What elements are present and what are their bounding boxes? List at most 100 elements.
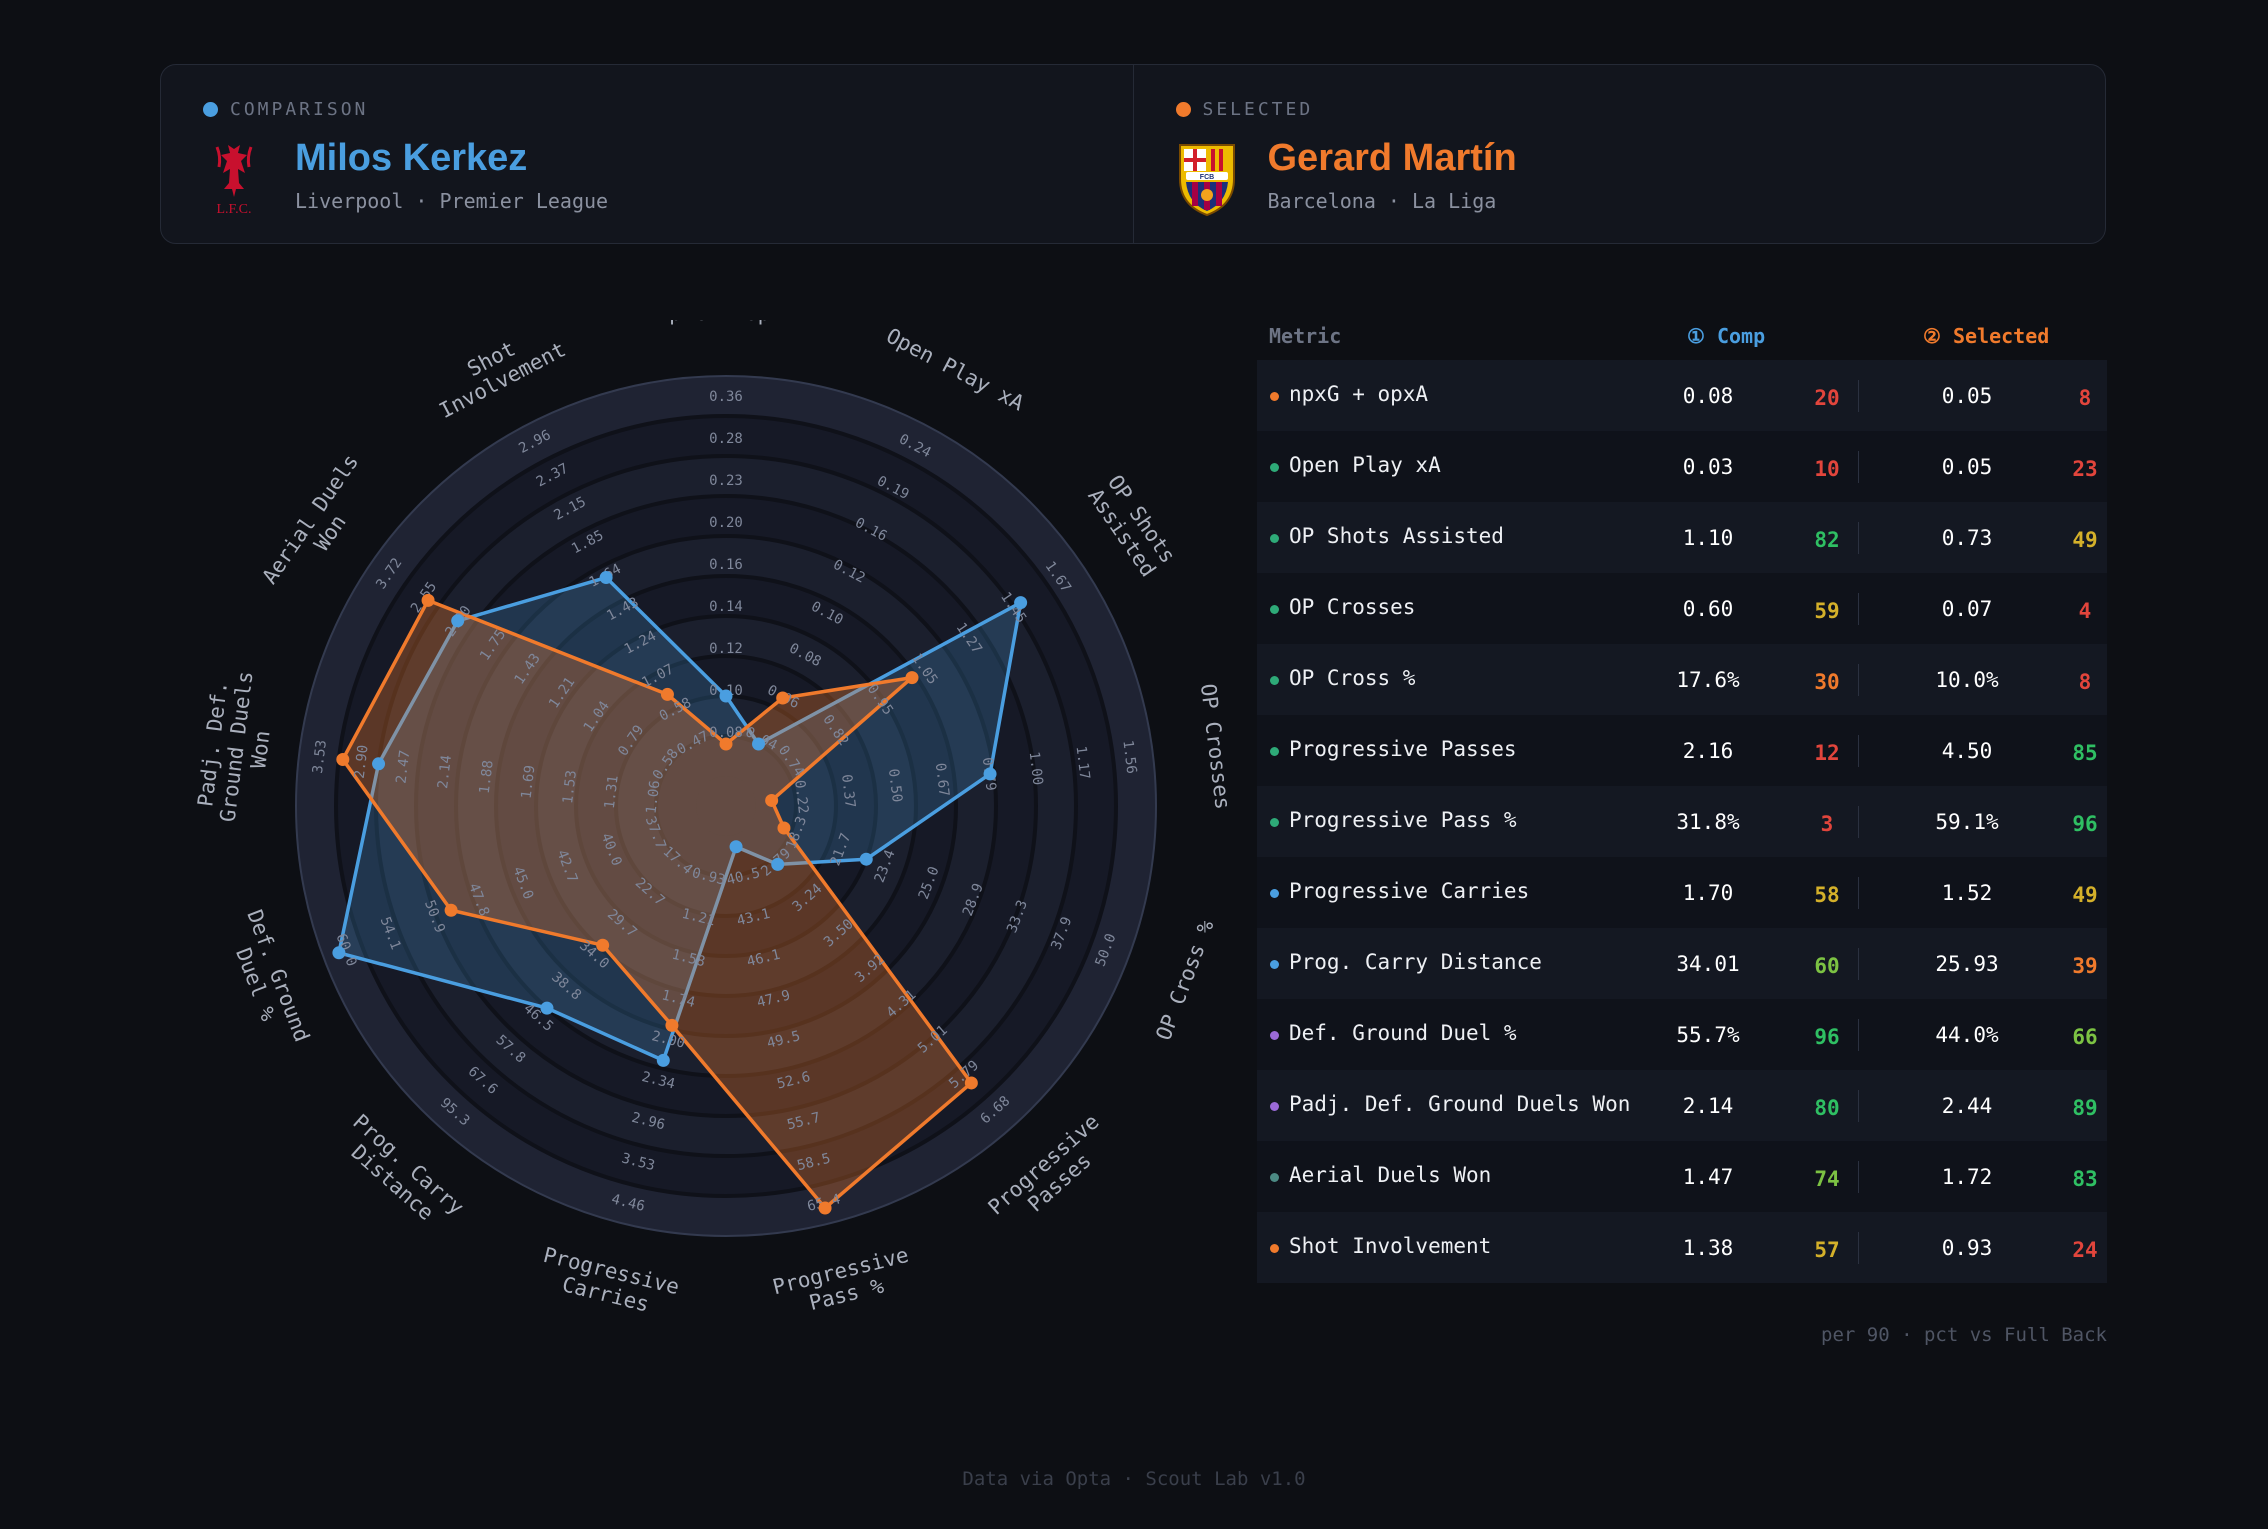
axis-tick-label: 3.53 <box>620 1151 657 1175</box>
comp-percentile: 59 <box>1814 599 1840 623</box>
axis-label: npxG + opxA <box>656 320 795 325</box>
axis-tick-label: 4.46 <box>610 1191 647 1215</box>
axis-tick-label: 49.5 <box>765 1028 802 1052</box>
axis-tick-label: 0.16 <box>709 557 743 573</box>
table-body: npxG + opxA 0.08 20 0.05 8 Open Play xA 0.03 10… <box>1257 360 2107 1283</box>
comparison-series-point <box>372 757 386 771</box>
axis-tick-label: 1.58 <box>670 947 707 971</box>
axis-label-line: OP Crosses <box>1196 682 1235 810</box>
selected-percentile: 89 <box>2072 1096 2098 1120</box>
metric-label: Aerial Duels Won <box>1289 1163 1492 1187</box>
comp-value: 2.16 <box>1682 739 1734 763</box>
axis-label: Open Play xA <box>882 324 1028 416</box>
comp-percentile: 58 <box>1814 883 1840 907</box>
comp-percentile: 80 <box>1814 1096 1840 1120</box>
axis-tick-label: 1.53 <box>560 769 580 804</box>
radar-chart: 0.080.100.120.140.160.200.230.280.360.04… <box>193 320 1235 1323</box>
column-divider <box>1858 593 1859 625</box>
column-divider <box>1858 664 1859 696</box>
axis-tick-label: 2.00 <box>650 1028 687 1052</box>
metric-label: npxG + opxA <box>1289 382 1429 406</box>
selected-percentile: 66 <box>2072 1025 2098 1049</box>
axis-label: ProgressiveCarries <box>535 1243 682 1323</box>
selected-percentile: 23 <box>2072 457 2098 481</box>
axis-tick-label: 1.17 <box>1073 745 1093 780</box>
axis-label-line: npxG + opxA <box>656 320 795 325</box>
comp-value: 1.70 <box>1682 881 1734 905</box>
comparison-player-card: COMPARISON L.F.C. Milos Kerkez Liverpool… <box>161 65 1133 243</box>
column-divider <box>1858 806 1859 838</box>
axis-tick-label: 0.08 <box>709 725 743 741</box>
comparison-series-point <box>752 737 766 751</box>
liverpool-crest-text: L.F.C. <box>216 202 251 217</box>
header-selected: ② Selected <box>1923 324 2050 348</box>
axis-tick-label: 0.28 <box>709 431 743 447</box>
table-row: Open Play xA 0.03 10 0.05 23 <box>1257 431 2107 502</box>
comp-value: 1.10 <box>1682 526 1734 550</box>
selected-series-point <box>660 687 674 701</box>
selected-percentile: 8 <box>2078 670 2092 694</box>
axis-label: OP Crosses <box>1196 682 1235 810</box>
selected-series-point <box>444 903 458 917</box>
axis-label-line: Open Play xA <box>882 324 1028 416</box>
table-row: Progressive Pass % 31.8% 3 59.1% 96 <box>1257 786 2107 857</box>
comp-value: 31.8% <box>1676 810 1740 834</box>
metric-label: Open Play xA <box>1289 453 1441 477</box>
comp-value: 34.01 <box>1676 952 1740 976</box>
comp-percentile: 60 <box>1814 954 1840 978</box>
axis-tick-label: 47.9 <box>755 987 792 1011</box>
axis-tick-label: 43.1 <box>735 906 772 930</box>
comp-percentile: 20 <box>1814 386 1840 410</box>
axis-tick-label: 1.21 <box>680 906 717 930</box>
metric-dot-icon <box>1270 747 1279 756</box>
table-row: Progressive Carries 1.70 58 1.52 49 <box>1257 857 2107 928</box>
footer: Data via Opta · Scout Lab v1.0 <box>962 1468 1306 1490</box>
table-row: OP Cross % 17.6% 30 10.0% 8 <box>1257 644 2107 715</box>
column-divider <box>1858 1090 1859 1122</box>
selected-value: 0.73 <box>1941 526 1993 550</box>
axis-tick-label: 2.90 <box>352 744 372 779</box>
column-divider <box>1858 948 1859 980</box>
selected-value: 0.93 <box>1941 1236 1993 1260</box>
axis-tick-label: 1.88 <box>477 759 497 794</box>
axis-tick-label: 52.6 <box>775 1069 812 1093</box>
table-row: Progressive Passes 2.16 12 4.50 85 <box>1257 715 2107 786</box>
axis-tick-label: 0.93 <box>690 865 727 889</box>
comparison-player-name: Milos Kerkez <box>295 137 528 179</box>
column-divider <box>1858 1232 1859 1264</box>
column-divider <box>1858 380 1859 412</box>
table-row: Shot Involvement 1.38 57 0.93 24 <box>1257 1212 2107 1283</box>
comparison-series-point <box>656 1053 670 1067</box>
comparison-series-point <box>719 689 733 703</box>
metric-dot-icon <box>1270 818 1279 827</box>
column-divider <box>1858 1161 1859 1193</box>
axis-tick-label: 2.96 <box>630 1110 667 1134</box>
comparison-tag-label: COMPARISON <box>230 99 369 120</box>
axis-label-line: Aerial Duels <box>257 450 363 589</box>
axis-tick-label: 58.5 <box>796 1151 833 1175</box>
selected-value: 0.07 <box>1941 597 1993 621</box>
table-row: Prog. Carry Distance 34.01 60 25.93 39 <box>1257 928 2107 999</box>
comp-percentile: 74 <box>1814 1167 1840 1191</box>
table-row: Def. Ground Duel % 55.7% 96 44.0% 66 <box>1257 999 2107 1070</box>
selected-value: 25.93 <box>1935 952 1999 976</box>
comp-percentile: 57 <box>1814 1238 1840 1262</box>
table-note: per 90 · pct vs Full Back <box>1821 1324 2107 1346</box>
comp-percentile: 10 <box>1814 457 1840 481</box>
axis-label: Def. GroundDuel % <box>220 907 314 1054</box>
metric-label: Progressive Passes <box>1289 737 1517 761</box>
selected-percentile: 49 <box>2072 883 2098 907</box>
selected-percentile: 96 <box>2072 812 2098 836</box>
comp-value: 0.08 <box>1682 384 1734 408</box>
selected-dot-icon <box>1175 102 1191 117</box>
selected-percentile: 85 <box>2072 741 2098 765</box>
metric-label: Progressive Pass % <box>1289 808 1517 832</box>
metric-dot-icon <box>1270 1102 1279 1111</box>
metric-dot-icon <box>1270 889 1279 898</box>
axis-tick-label: 1.31 <box>602 774 622 809</box>
comp-value: 0.60 <box>1682 597 1734 621</box>
selected-value: 0.05 <box>1941 455 1993 479</box>
selected-value: 4.50 <box>1941 739 1993 763</box>
metric-label: OP Shots Assisted <box>1289 524 1504 548</box>
comparison-series-point <box>332 946 346 960</box>
